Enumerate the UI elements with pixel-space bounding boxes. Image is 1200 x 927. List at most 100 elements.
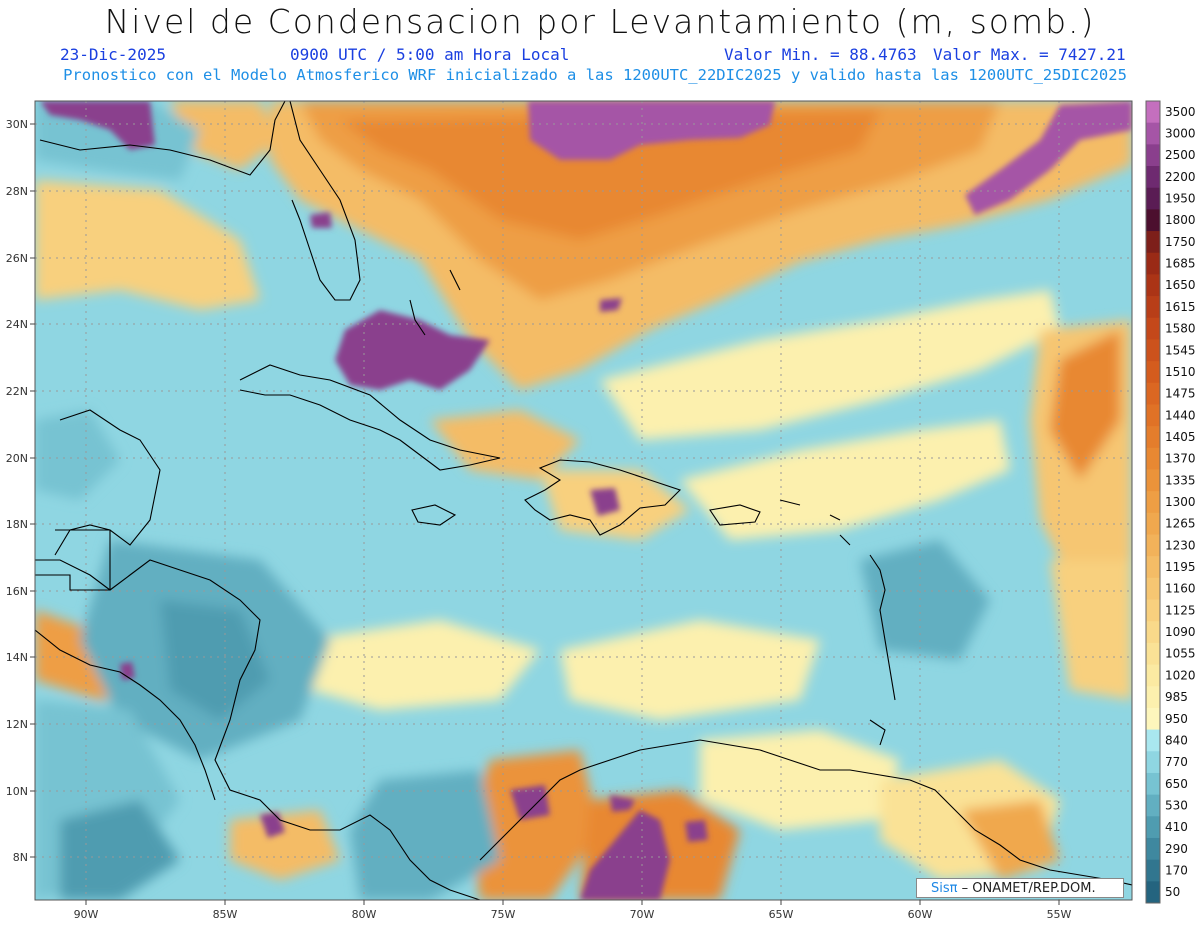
colorbar-swatch xyxy=(1146,339,1160,362)
colorbar-label: 1440 xyxy=(1165,408,1196,422)
colorbar-swatch xyxy=(1146,686,1160,709)
min-value: Valor Min. = 88.4763 xyxy=(724,45,917,64)
colorbar-swatch xyxy=(1146,252,1160,275)
lon-label: 90W xyxy=(74,908,99,921)
colorbar-label: 1800 xyxy=(1165,213,1196,227)
lat-label: 24N xyxy=(6,318,28,331)
colorbar-label: 1300 xyxy=(1165,495,1196,509)
colorbar-label: 1020 xyxy=(1165,668,1196,682)
colorbar-swatch xyxy=(1146,599,1160,622)
colorbar-swatch xyxy=(1146,577,1160,601)
colorbar-label: 170 xyxy=(1165,863,1188,877)
colorbar-swatch xyxy=(1146,794,1160,817)
colorbar-label: 410 xyxy=(1165,820,1188,834)
lat-label: 12N xyxy=(6,718,28,731)
colorbar-swatch xyxy=(1146,447,1160,470)
credit-box: Sisπ – ONAMET/REP.DOM. xyxy=(916,878,1124,898)
coastlines xyxy=(35,101,1132,900)
colorbar-label: 290 xyxy=(1165,842,1188,856)
colorbar-swatch xyxy=(1146,729,1160,752)
credit-brand: Sisπ xyxy=(931,881,958,896)
colorbar-swatch xyxy=(1146,491,1160,514)
model-info: Pronostico con el Modelo Atmosferico WRF… xyxy=(63,66,1127,84)
lcl-field xyxy=(35,101,1132,900)
colorbar-swatch xyxy=(1146,556,1160,579)
colorbar-label: 1160 xyxy=(1165,582,1196,596)
lat-label: 18N xyxy=(6,518,28,531)
colorbar-label: 1685 xyxy=(1165,257,1196,271)
colorbar-swatch xyxy=(1146,361,1160,384)
grid-lines xyxy=(35,101,1132,900)
colorbar-label: 1580 xyxy=(1165,322,1196,336)
lon-label: 80W xyxy=(352,908,377,921)
colorbar-swatch xyxy=(1146,187,1160,210)
lat-label: 30N xyxy=(6,118,28,131)
colorbar-label: 1510 xyxy=(1165,365,1196,379)
lon-label: 75W xyxy=(491,908,516,921)
colorbar-swatch xyxy=(1146,274,1160,297)
colorbar-swatch xyxy=(1146,166,1160,189)
colorbar-swatch xyxy=(1146,642,1160,666)
colorbar-label: 1335 xyxy=(1165,473,1196,487)
colorbar-swatch xyxy=(1146,664,1160,687)
lon-label: 70W xyxy=(630,908,655,921)
colorbar-label: 2200 xyxy=(1165,170,1196,184)
colorbar-label: 2500 xyxy=(1165,148,1196,162)
forecast-time: 0900 UTC / 5:00 am Hora Local xyxy=(290,45,570,64)
map-title: Nivel de Condensacion por Levantamiento … xyxy=(104,2,1096,41)
colorbar-label: 1750 xyxy=(1165,235,1196,249)
colorbar-label: 1090 xyxy=(1165,625,1196,639)
colorbar-frame xyxy=(1145,100,1161,904)
colorbar-label: 1370 xyxy=(1165,452,1196,466)
max-value: Valor Max. = 7427.21 xyxy=(933,45,1126,64)
lon-label: 65W xyxy=(769,908,794,921)
lat-label: 8N xyxy=(13,851,28,864)
credit-text: – ONAMET/REP.DOM. xyxy=(957,881,1096,896)
colorbar: 3500 3000 2500 2200 1950 1800 1750 1685 1650 1615… xyxy=(1145,100,1196,904)
lat-axis: 30N 28N 26N 24N 22N 20N 18N 16N 14N 12N … xyxy=(6,118,35,864)
colorbar-label: 1195 xyxy=(1165,560,1196,574)
colorbar-swatch xyxy=(1146,209,1160,232)
lon-label: 55W xyxy=(1047,908,1072,921)
colorbar-label: 1405 xyxy=(1165,430,1196,444)
map-frame xyxy=(34,100,1133,901)
lon-axis: 90W 85W 80W 75W 70W 65W 60W 55W xyxy=(74,900,1072,921)
colorbar-swatch xyxy=(1146,404,1160,427)
colorbar-swatch xyxy=(1146,859,1160,882)
lon-label: 60W xyxy=(908,908,933,921)
colorbar-swatch xyxy=(1146,317,1160,340)
colorbar-swatch xyxy=(1146,534,1160,557)
lat-label: 28N xyxy=(6,185,28,198)
colorbar-swatch xyxy=(1146,621,1160,644)
colorbar-label: 1545 xyxy=(1165,343,1196,357)
colorbar-label: 3500 xyxy=(1165,105,1196,119)
colorbar-label: 1950 xyxy=(1165,192,1196,206)
colorbar-label: 1650 xyxy=(1165,278,1196,292)
colorbar-label: 770 xyxy=(1165,755,1188,769)
lon-label: 85W xyxy=(213,908,238,921)
colorbar-swatch xyxy=(1146,837,1160,861)
colorbar-label: 1125 xyxy=(1165,603,1196,617)
colorbar-label: 1055 xyxy=(1165,647,1196,661)
colorbar-label: 1475 xyxy=(1165,387,1196,401)
colorbar-swatch xyxy=(1146,772,1160,796)
colorbar-label: 1265 xyxy=(1165,517,1196,531)
lat-label: 20N xyxy=(6,452,28,465)
colorbar-swatch xyxy=(1146,122,1160,145)
colorbar-label: 1615 xyxy=(1165,300,1196,314)
colorbar-label: 840 xyxy=(1165,733,1188,747)
colorbar-swatch xyxy=(1146,426,1160,449)
colorbar-swatch xyxy=(1146,101,1160,124)
colorbar-swatch xyxy=(1146,382,1160,405)
lat-label: 26N xyxy=(6,252,28,265)
colorbar-swatch xyxy=(1146,512,1160,536)
lat-label: 22N xyxy=(6,385,28,398)
colorbar-label: 985 xyxy=(1165,690,1188,704)
lat-label: 10N xyxy=(6,785,28,798)
colorbar-swatch xyxy=(1146,816,1160,839)
colorbar-swatch xyxy=(1146,144,1160,167)
forecast-date: 23-Dic-2025 xyxy=(60,45,166,64)
colorbar-swatch xyxy=(1146,469,1160,492)
lat-label: 14N xyxy=(6,651,28,664)
